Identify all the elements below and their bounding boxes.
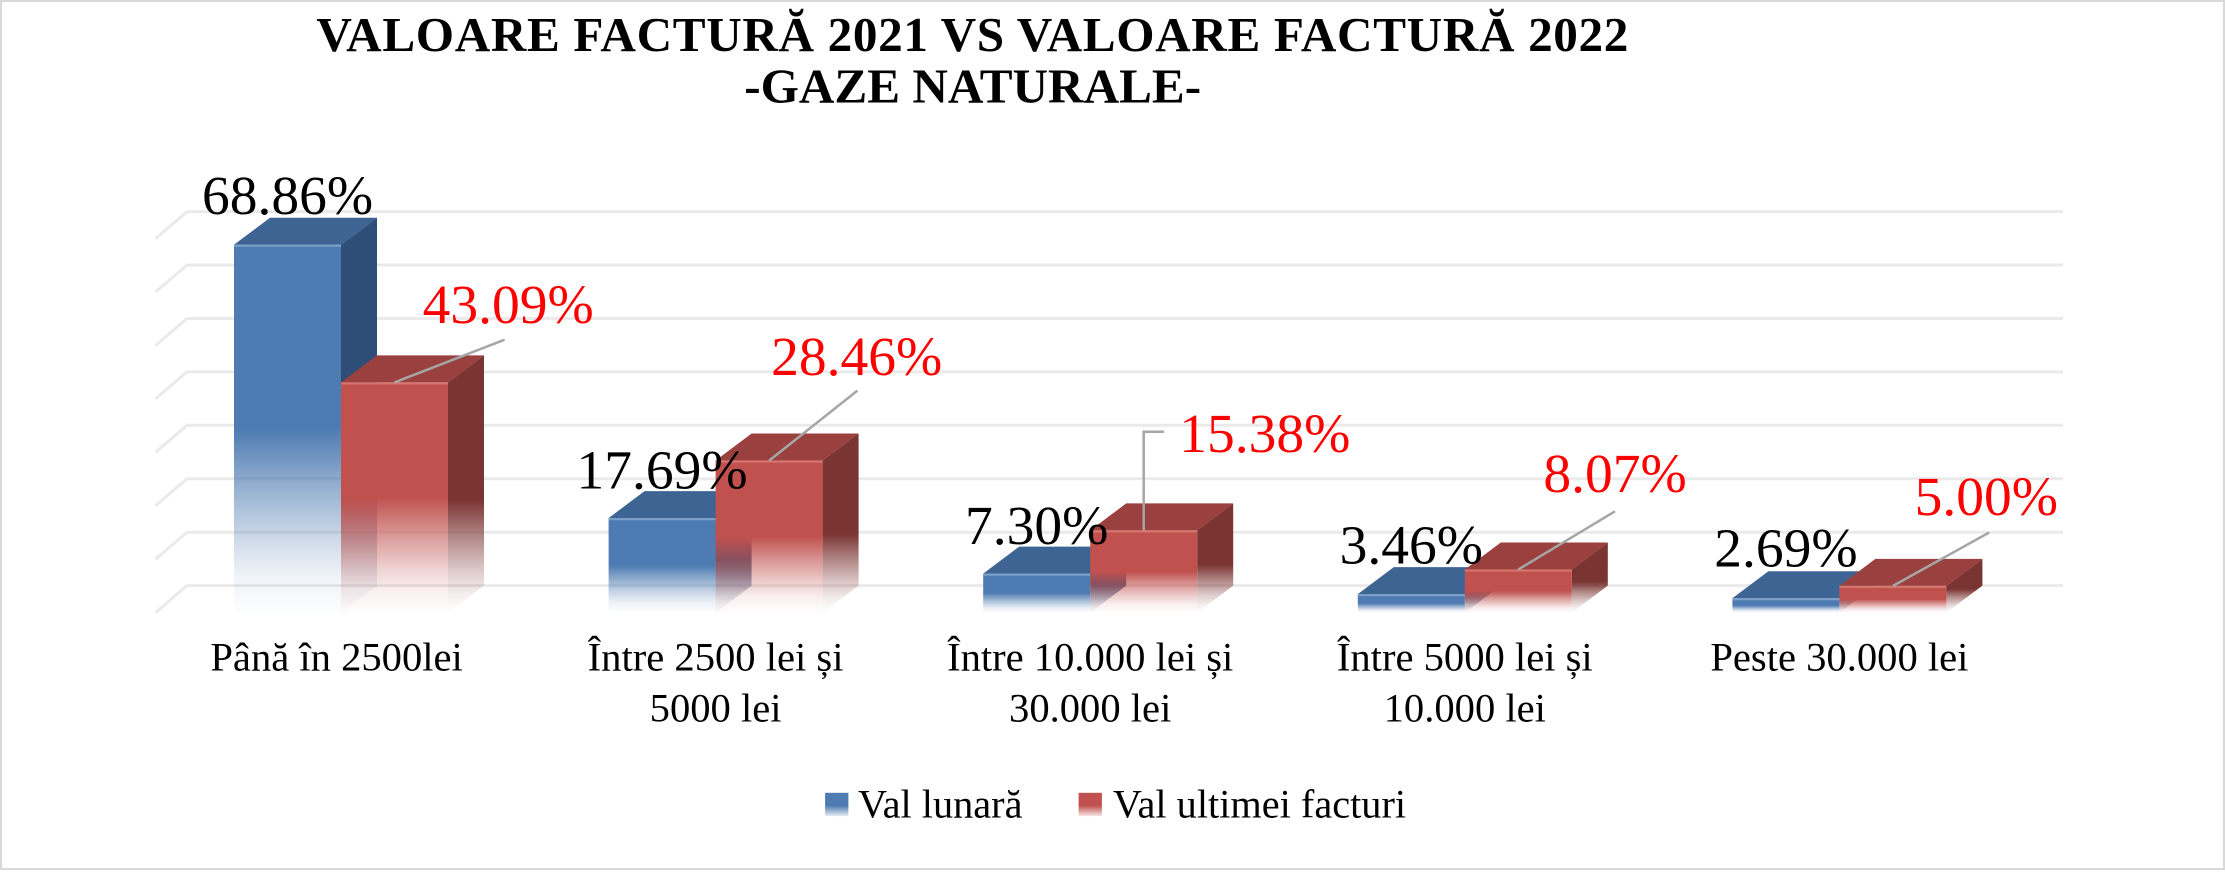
svg-text:28.46%: 28.46% <box>771 327 942 388</box>
svg-text:5.00%: 5.00% <box>1915 467 2058 528</box>
svg-text:17.69%: 17.69% <box>577 440 748 501</box>
svg-text:7.30%: 7.30% <box>965 496 1108 557</box>
svg-text:-GAZE NATURALE-: -GAZE NATURALE- <box>744 58 1201 113</box>
svg-text:2.69%: 2.69% <box>1714 519 1857 580</box>
svg-text:43.09%: 43.09% <box>423 275 594 336</box>
svg-text:Peste 30.000 lei: Peste 30.000 lei <box>1710 635 1968 680</box>
svg-text:Între 2500 lei și: Între 2500 lei și <box>588 635 844 680</box>
svg-text:3.46%: 3.46% <box>1340 516 1483 577</box>
svg-text:15.38%: 15.38% <box>1179 404 1350 465</box>
svg-text:Val ultimei facturi: Val ultimei facturi <box>1113 782 1406 827</box>
svg-text:10.000 lei: 10.000 lei <box>1384 685 1546 730</box>
svg-text:Între 5000 lei și: Între 5000 lei și <box>1337 635 1593 680</box>
svg-text:Până în 2500lei: Până în 2500lei <box>210 635 462 680</box>
svg-text:5000 lei: 5000 lei <box>650 685 782 730</box>
svg-text:8.07%: 8.07% <box>1543 444 1686 505</box>
svg-text:Val lunară: Val lunară <box>858 782 1023 827</box>
svg-text:68.86%: 68.86% <box>202 166 373 227</box>
svg-text:VALOARE FACTURĂ 2021 VS VALOAR: VALOARE FACTURĂ 2021 VS VALOARE FACTURĂ … <box>316 7 1629 62</box>
svg-text:Între 10.000 lei și: Între 10.000 lei și <box>947 635 1233 680</box>
svg-text:30.000 lei: 30.000 lei <box>1009 685 1171 730</box>
